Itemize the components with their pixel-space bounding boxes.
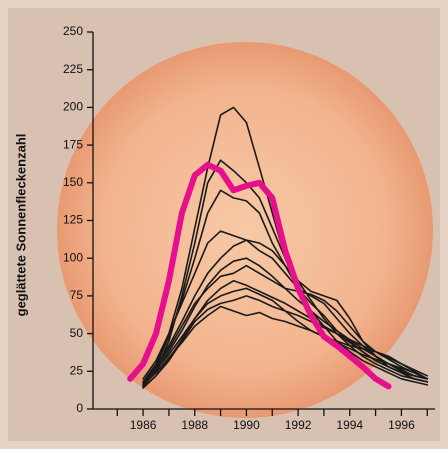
y-tick-label: 250: [63, 24, 83, 38]
y-tick-label: 50: [70, 326, 84, 340]
series-line: [127, 161, 392, 390]
y-tick-label: 0: [76, 401, 83, 415]
y-tick-label: 150: [63, 175, 83, 189]
y-tick-label: 75: [70, 288, 84, 302]
y-tick-label: 225: [63, 62, 83, 76]
x-tick-label: 1994: [336, 418, 363, 432]
series-line: [142, 239, 429, 383]
x-tick-label: 1986: [130, 418, 157, 432]
series-line: [142, 305, 429, 386]
y-tick-label: 175: [63, 137, 83, 151]
series-line: [142, 287, 429, 389]
x-tick-label: 1992: [285, 418, 312, 432]
y-tick-label: 100: [63, 250, 83, 264]
x-tick-label: 1990: [233, 418, 260, 432]
x-tick-label: 1988: [181, 418, 208, 432]
y-tick-label: 25: [70, 363, 84, 377]
x-tick-label: 1996: [388, 418, 415, 432]
series-line: [142, 264, 429, 386]
y-tick-label: 200: [63, 100, 83, 114]
y-axis-label: geglättete Sonnenfleckenzahl: [13, 134, 28, 317]
y-tick-label: 125: [63, 213, 83, 227]
sun: [57, 42, 433, 418]
